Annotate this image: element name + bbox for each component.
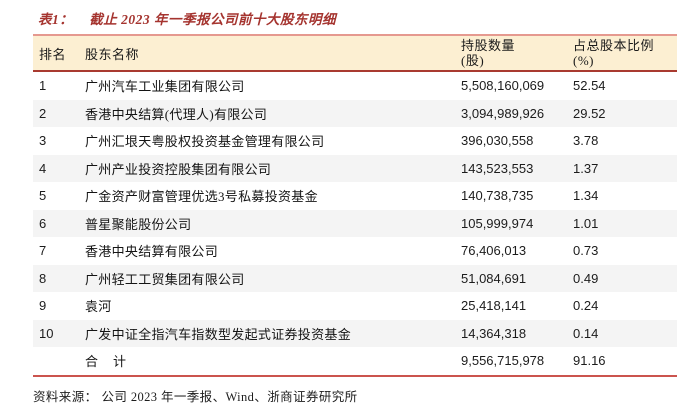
cell-rank: 2 xyxy=(39,105,47,121)
table-row: 7 香港中央结算有限公司 76,406,013 0.73 xyxy=(33,237,677,265)
header-shares-line1: 持股数量 xyxy=(461,37,516,53)
cell-shareholder-name: 广发中证全指汽车指数型发起式证券投资基金 xyxy=(85,326,352,342)
cell-shares: 14,364,318 xyxy=(461,325,527,341)
cell-shareholder-name: 普星聚能股份公司 xyxy=(85,216,192,232)
header-rank: 排名 xyxy=(39,46,67,62)
source-note: 资料来源： 公司 2023 年一季报、Wind、浙商证券研究所 xyxy=(33,386,677,405)
cell-shares: 3,094,989,926 xyxy=(461,105,545,121)
cell-total-shares: 9,556,715,978 xyxy=(461,353,545,369)
table-row: 6 普星聚能股份公司 105,999,974 1.01 xyxy=(33,209,677,237)
cell-rank: 9 xyxy=(39,298,47,314)
table-header-row: 排名 股东名称 持股数量 (股) 占总股本比例 (%) xyxy=(33,34,677,72)
cell-shares: 25,418,141 xyxy=(461,298,527,314)
cell-rank: 8 xyxy=(39,270,47,286)
table-row: 1 广州汽车工业集团有限公司 5,508,160,069 52.54 xyxy=(33,72,677,100)
cell-shares: 396,030,558 xyxy=(461,133,534,149)
cell-rank: 5 xyxy=(39,188,47,204)
cell-rank: 6 xyxy=(39,215,47,231)
cell-shares: 51,084,691 xyxy=(461,270,527,286)
cell-rank: 10 xyxy=(39,325,54,341)
table-title-text: 截止 2023 年一季报公司前十大股东明细 xyxy=(89,12,336,27)
cell-shares: 143,523,553 xyxy=(461,160,534,176)
cell-rank: 1 xyxy=(39,78,47,94)
cell-shares: 76,406,013 xyxy=(461,243,527,259)
table-bottom-border xyxy=(33,374,677,377)
cell-shares: 140,738,735 xyxy=(461,188,534,204)
cell-rank: 7 xyxy=(39,243,47,259)
cell-shareholder-name: 广金资产财富管理优选3号私募投资基金 xyxy=(85,189,318,205)
table-title: 表1： 截止 2023 年一季报公司前十大股东明细 xyxy=(38,8,677,28)
cell-shareholder-name: 广州汇垠天粤股权投资基金管理有限公司 xyxy=(85,134,325,150)
table-row: 5 广金资产财富管理优选3号私募投资基金 140,738,735 1.34 xyxy=(33,182,677,210)
cell-pct: 1.37 xyxy=(573,160,599,176)
cell-total-pct: 91.16 xyxy=(573,353,606,369)
table-row: 9 袁河 25,418,141 0.24 xyxy=(33,292,677,320)
header-pct-line2: (%) xyxy=(573,53,594,68)
cell-pct: 3.78 xyxy=(573,133,599,149)
table-row: 10 广发中证全指汽车指数型发起式证券投资基金 14,364,318 0.14 xyxy=(33,319,677,347)
cell-pct: 0.73 xyxy=(573,243,599,259)
table-row: 8 广州轻工工贸集团有限公司 51,084,691 0.49 xyxy=(33,264,677,292)
cell-rank: 3 xyxy=(39,133,47,149)
shareholders-table: 排名 股东名称 持股数量 (股) 占总股本比例 (%) 1 广州汽车工业集团有限… xyxy=(33,34,677,377)
table-row: 3 广州汇垠天粤股权投资基金管理有限公司 396,030,558 3.78 xyxy=(33,127,677,155)
table-title-label: 表1： xyxy=(38,12,74,27)
cell-pct: 1.34 xyxy=(573,188,599,204)
header-pct: 占总股本比例 (%) xyxy=(573,38,677,69)
table-row: 2 香港中央结算(代理人)有限公司 3,094,989,926 29.52 xyxy=(33,99,677,127)
cell-pct: 52.54 xyxy=(573,78,606,94)
cell-shares: 5,508,160,069 xyxy=(461,78,545,94)
cell-shareholder-name: 香港中央结算有限公司 xyxy=(85,244,219,260)
cell-pct: 0.14 xyxy=(573,325,599,341)
cell-shareholder-name: 广州产业投资控股集团有限公司 xyxy=(85,161,272,177)
cell-shareholder-name: 袁河 xyxy=(85,299,112,315)
cell-pct: 29.52 xyxy=(573,105,606,121)
cell-shares: 105,999,974 xyxy=(461,215,534,231)
source-text: 公司 2023 年一季报、Wind、浙商证券研究所 xyxy=(101,389,358,404)
cell-pct: 0.49 xyxy=(573,270,599,286)
cell-rank: 4 xyxy=(39,160,47,176)
cell-total-label: 合 计 xyxy=(85,354,128,370)
cell-shareholder-name: 广州汽车工业集团有限公司 xyxy=(85,79,245,95)
cell-shareholder-name: 香港中央结算(代理人)有限公司 xyxy=(85,106,268,122)
table-total-row: 合 计 9,556,715,978 91.16 xyxy=(33,347,677,375)
source-label: 资料来源： xyxy=(33,389,98,404)
header-shares: 持股数量 (股) xyxy=(461,38,573,69)
header-shares-line2: (股) xyxy=(461,53,485,68)
cell-pct: 0.24 xyxy=(573,298,599,314)
header-shareholder-name: 股东名称 xyxy=(85,46,140,62)
table-row: 4 广州产业投资控股集团有限公司 143,523,553 1.37 xyxy=(33,154,677,182)
header-pct-line1: 占总股本比例 xyxy=(573,37,655,53)
cell-shareholder-name: 广州轻工工贸集团有限公司 xyxy=(85,271,245,287)
cell-pct: 1.01 xyxy=(573,215,599,231)
